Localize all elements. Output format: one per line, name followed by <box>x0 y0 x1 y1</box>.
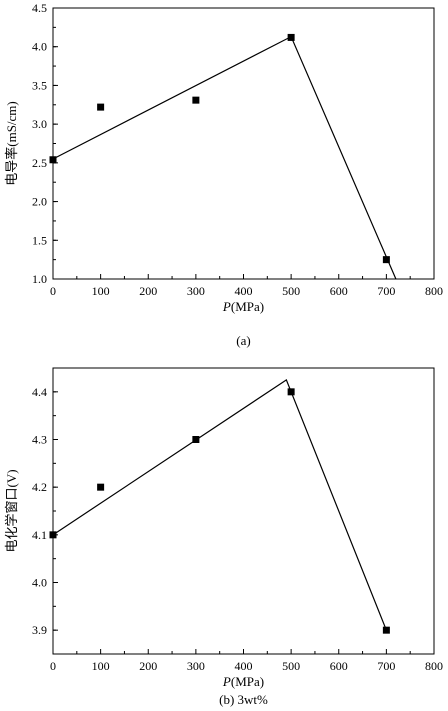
x-tick-label: 500 <box>282 284 300 298</box>
y-tick-label: 4.5 <box>32 1 47 15</box>
x-tick-label: 400 <box>235 659 253 673</box>
x-tick-label: 700 <box>377 659 395 673</box>
fit-line <box>52 379 387 631</box>
y-tick-label: 4.4 <box>32 385 47 399</box>
data-point <box>192 436 200 443</box>
x-tick-label: 700 <box>377 284 395 298</box>
y-tick-label: 4.1 <box>32 528 47 542</box>
y-tick-label: 3.0 <box>32 117 47 131</box>
x-tick-label: 0 <box>50 284 56 298</box>
y-tick-label: 4.3 <box>32 433 47 447</box>
x-axis-title: P(MPa) <box>222 299 264 314</box>
y-tick-label: 1.5 <box>32 233 47 247</box>
data-point <box>49 531 57 539</box>
x-tick-label: 800 <box>425 284 443 298</box>
x-tick-label: 800 <box>425 659 443 673</box>
fit-line <box>52 35 397 280</box>
x-tick-label: 200 <box>139 284 157 298</box>
y-axis-title: 电导率(mS/cm) <box>4 101 19 186</box>
x-tick-label: 100 <box>92 659 110 673</box>
data-point <box>192 96 200 104</box>
data-point <box>287 388 295 396</box>
y-tick-label: 4.0 <box>32 40 47 54</box>
data-point <box>287 33 295 41</box>
chart-panel-a: 0 100 200 300 400 500 600 700 800 1.0 1.5 2.0 2.5 3.0… <box>4 1 443 348</box>
x-axis-title-symbol: P <box>222 674 231 689</box>
data-point <box>382 626 390 634</box>
x-tick-label: 100 <box>92 284 110 298</box>
x-axis-title-unit: (MPa) <box>231 299 264 314</box>
data-point <box>49 156 57 164</box>
data-point <box>97 483 105 491</box>
data-point <box>382 256 390 264</box>
data-point <box>97 103 105 111</box>
x-axis-title: P(MPa) <box>222 674 264 689</box>
y-tick-label: 4.2 <box>32 480 47 494</box>
y-tick-label: 2.0 <box>32 195 47 209</box>
y-axis-title: 电化学窗口(V) <box>4 469 19 552</box>
x-tick-label: 400 <box>235 284 253 298</box>
x-tick-label: 300 <box>187 659 205 673</box>
x-tick-label: 500 <box>282 659 300 673</box>
x-axis-title-unit: (MPa) <box>231 674 264 689</box>
panel-caption: (b) 3wt% <box>219 692 268 707</box>
panel-caption: (a) <box>236 333 250 348</box>
y-tick-label: 3.5 <box>32 78 47 92</box>
y-tick-label: 1.0 <box>32 272 47 286</box>
y-tick-label: 3.9 <box>32 623 47 637</box>
x-tick-label: 600 <box>330 284 348 298</box>
x-tick-label: 0 <box>50 659 56 673</box>
x-tick-label: 600 <box>330 659 348 673</box>
plot-frame <box>52 367 435 655</box>
x-axis-title-symbol: P <box>222 299 231 314</box>
chart-panel-b: 0 100 200 300 400 500 600 700 800 3.9 4.0 4.1 4.2 4.3… <box>4 367 443 707</box>
x-tick-label: 200 <box>139 659 157 673</box>
y-tick-label: 2.5 <box>32 156 47 170</box>
y-tick-label: 4.0 <box>32 576 47 590</box>
x-tick-label: 300 <box>187 284 205 298</box>
plot-frame <box>52 7 435 280</box>
